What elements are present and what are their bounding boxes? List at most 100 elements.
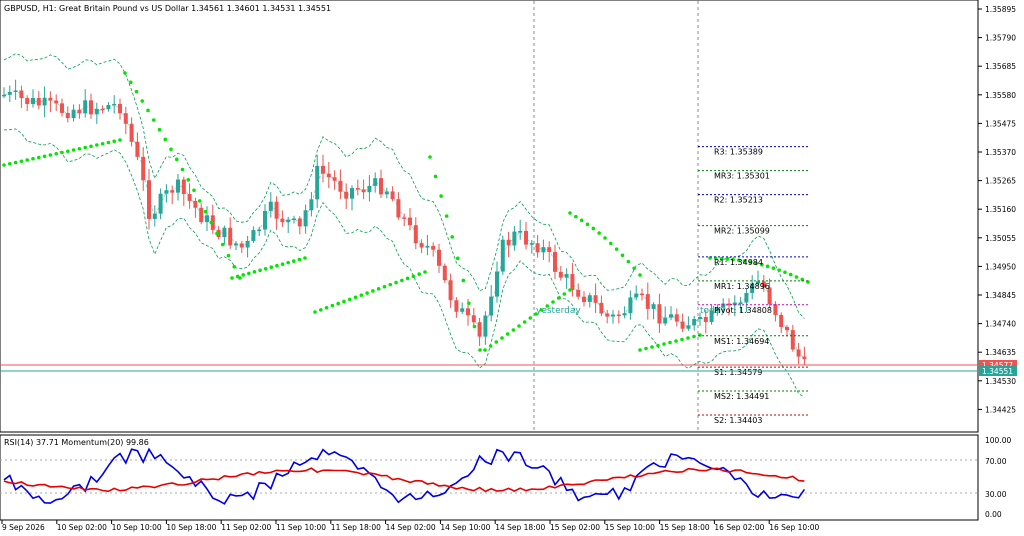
time-tick-label: 15 Sep 18:00 [660, 523, 710, 532]
candle-body [582, 296, 586, 302]
psar-dot [230, 276, 234, 280]
psar-dot [528, 316, 533, 320]
psar-dot [54, 151, 58, 156]
indicator-tick-label: 100.00 [985, 436, 1011, 445]
time-tick-label: 9 Sep 2026 [2, 523, 45, 532]
indicator-panel-frame[interactable] [0, 434, 979, 521]
psar-dot [146, 108, 150, 113]
candle-body [106, 105, 111, 110]
psar-dot [232, 265, 237, 269]
main-chart-frame[interactable] [0, 0, 979, 433]
psar-dot [450, 235, 455, 239]
candle-body [802, 356, 807, 360]
candle-body [297, 218, 302, 227]
candle-body [54, 100, 59, 104]
candle-body [141, 156, 146, 181]
candle-body [553, 252, 557, 272]
psar-dot [48, 153, 53, 157]
psar-dot [66, 149, 70, 154]
pivot-level-label: MS1: 1.34694 [714, 337, 769, 346]
bid-price-label: 1.34551 [982, 367, 1013, 376]
time-tick-label: 14 Sep 10:00 [440, 523, 490, 532]
psar-dot [539, 308, 544, 312]
candle-body [796, 349, 801, 357]
candle-body [36, 97, 41, 106]
price-tick-label: 1.35580 [985, 91, 1016, 100]
psar-dot [318, 308, 323, 312]
psar-dot [494, 340, 499, 344]
psar-dot [620, 253, 625, 258]
psar-dot [680, 337, 684, 342]
candle-body [89, 100, 93, 115]
candle-body [158, 193, 163, 214]
psar-dot [286, 260, 290, 265]
candle-body [756, 281, 760, 284]
price-tick-label: 1.34425 [985, 405, 1016, 414]
candle-body [123, 113, 128, 124]
psar-dot [157, 127, 162, 132]
psar-dot [42, 154, 47, 159]
candle-body [466, 308, 470, 316]
candle-body [129, 123, 134, 142]
price-tick-label: 1.35055 [985, 234, 1016, 243]
psar-dot [347, 297, 352, 302]
psar-dot [522, 320, 527, 324]
candle-body [257, 229, 262, 232]
psar-dot [783, 270, 787, 275]
candle-body [94, 108, 99, 115]
candle-body [779, 314, 784, 328]
candle-body [263, 210, 267, 230]
candle-body [431, 245, 436, 250]
candle-body [703, 317, 708, 322]
psar-dot [365, 291, 369, 295]
symbol-header: GBPUSD, H1: Great Britain Pound vs US Do… [4, 4, 331, 13]
price-tick-label: 1.35370 [985, 148, 1016, 157]
psar-dot [388, 282, 393, 287]
candle-body [245, 240, 250, 248]
candle-body [535, 243, 540, 253]
upper-band [3, 53, 805, 319]
candle-body [71, 109, 76, 119]
candle-body [750, 283, 755, 293]
psar-dot [263, 266, 268, 271]
psar-dot [674, 339, 678, 343]
candle-body [622, 313, 627, 316]
candle-body [640, 293, 644, 296]
psar-dot [83, 145, 87, 150]
psar-dot [760, 262, 764, 267]
time-tick-label: 11 Sep 10:00 [276, 523, 326, 532]
candle-body [315, 165, 320, 200]
time-tick-label: 16 Sep 10:00 [769, 523, 819, 532]
price-tick-label: 1.35265 [985, 177, 1016, 186]
psar-dot [656, 343, 660, 348]
psar-dot [241, 273, 246, 277]
candle-body [83, 100, 88, 114]
candle-body [645, 294, 650, 309]
candle-body [344, 191, 349, 199]
psar-dot [324, 305, 329, 310]
price-axis: 1.35895 1.35790 1.35685 1.35580 1.35475 1.353… [978, 5, 1016, 414]
candle-body [587, 295, 592, 302]
psar-dot [169, 147, 173, 152]
psar-dot [788, 272, 793, 277]
psar-dot [638, 273, 642, 277]
indicator-axis: 100.00 70.00 30.00 0.00 [985, 436, 1011, 519]
pivot-level-label: Pivot: 1.34808 [714, 306, 772, 315]
psar-dot [220, 242, 225, 247]
psar-dot [719, 256, 724, 261]
candle-body [732, 302, 737, 306]
time-tick-label: 15 Sep 02:00 [550, 523, 600, 532]
psar-dot [405, 276, 410, 281]
psar-dot [174, 157, 179, 162]
candle-body [402, 217, 407, 219]
candle-body [495, 271, 499, 297]
time-tick-label: 14 Sep 18:00 [495, 523, 545, 532]
psar-dot [534, 312, 538, 316]
candle-body [176, 179, 180, 193]
psar-dot [382, 284, 387, 289]
psar-dot [614, 247, 619, 251]
psar-dot [247, 271, 251, 276]
psar-dot [511, 328, 516, 332]
psar-dot [252, 270, 257, 274]
